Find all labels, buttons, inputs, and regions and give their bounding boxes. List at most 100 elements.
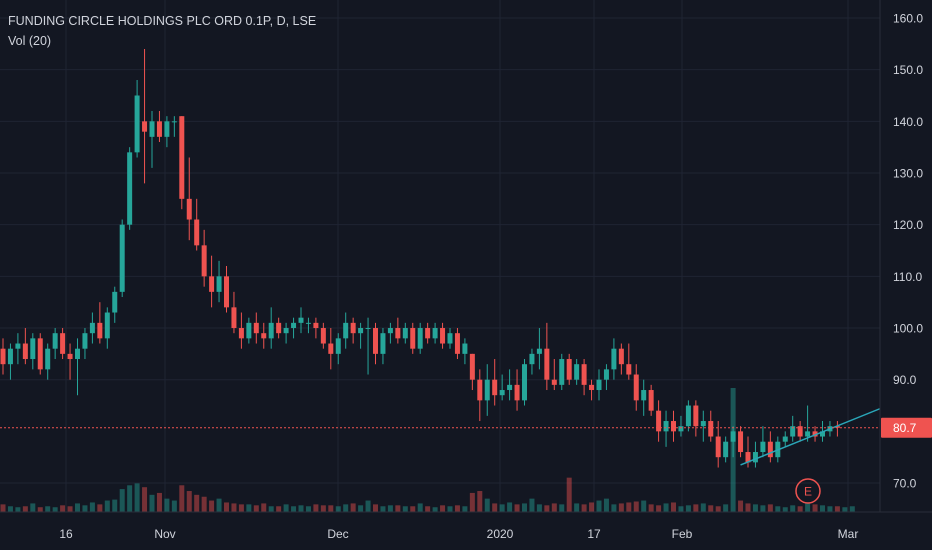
time-axis[interactable]: 16 Nov Dec 2020 17 Feb Mar [59, 527, 858, 541]
candle-body [454, 333, 460, 354]
volume-bar [790, 505, 796, 512]
candle-body [484, 379, 490, 401]
candle-body [656, 410, 662, 432]
y-tick-label: 100.0 [893, 322, 923, 336]
candle-body [127, 152, 133, 225]
volume-bar [410, 506, 416, 512]
volume-bar [171, 500, 177, 512]
candle-body [15, 343, 21, 349]
volume-bar [343, 504, 349, 512]
volume-bar [313, 504, 319, 512]
candle-body [447, 333, 453, 344]
volume-bar [536, 504, 542, 512]
candle-body [507, 384, 513, 391]
x-tick-label: 2020 [487, 527, 514, 541]
volume-bar [373, 504, 378, 512]
candle-body [738, 431, 744, 453]
volume-bar [97, 504, 103, 512]
volume-bar [380, 506, 386, 512]
candle-body [201, 245, 207, 277]
volume-bar [589, 502, 595, 512]
volume-bar [127, 485, 133, 512]
price-axis[interactable]: 160.0 150.0 140.0 130.0 120.0 110.0 100.0 90.0 7… [893, 12, 923, 491]
candle-body [432, 328, 438, 339]
earnings-event-label: E [804, 485, 812, 499]
candle-body [387, 328, 393, 334]
volume-bar [559, 504, 565, 512]
candle-body [276, 322, 282, 334]
candle-body [45, 348, 51, 370]
volume-bar [514, 504, 520, 512]
volume-bar [216, 498, 222, 512]
last-price-badge: 80.7 [881, 417, 932, 438]
volume-bar [812, 504, 818, 512]
candle-body [745, 452, 751, 463]
candle-body [678, 426, 684, 432]
candle-body [112, 291, 118, 313]
volume-bar [760, 505, 766, 512]
volume-bar [231, 503, 237, 512]
candle-body [529, 353, 535, 365]
candle-body [149, 121, 155, 137]
volume-bar [52, 507, 58, 512]
volume-bar [15, 507, 21, 512]
candle-body [60, 333, 66, 354]
candle-body [82, 333, 88, 349]
volume-indicator-label[interactable]: Vol (20) [8, 34, 52, 48]
volume-bar [82, 505, 88, 512]
candle-body [119, 224, 125, 292]
candle-body [216, 276, 222, 292]
volume-bar [395, 505, 401, 512]
volume-bar [700, 503, 706, 512]
volume-bar [767, 504, 773, 512]
volume-bar [350, 503, 356, 512]
candle-body [648, 390, 654, 411]
volume-bar [477, 491, 483, 512]
volume-bar [291, 506, 297, 512]
symbol-title[interactable]: FUNDING CIRCLE HOLDINGS PLC ORD 0.1P, D,… [8, 14, 317, 28]
x-tick-label: Dec [327, 527, 348, 541]
candle-body [261, 333, 267, 339]
candle-body [462, 343, 468, 354]
grid-lines [0, 0, 880, 512]
candle-body [380, 333, 386, 354]
candle-body [328, 343, 334, 354]
candle-body [7, 348, 13, 365]
volume-bar [335, 506, 341, 512]
candle-body [142, 121, 148, 132]
volume-bar [209, 500, 215, 512]
volume-bar [7, 506, 13, 512]
candle-body [440, 328, 446, 344]
last-price-value: 80.7 [893, 421, 917, 435]
volume-bar [358, 505, 364, 512]
volume-bar [499, 504, 505, 512]
candle-body [343, 322, 349, 339]
candle-body [134, 95, 140, 153]
candle-body [89, 322, 95, 334]
volume-bar [849, 506, 855, 512]
candle-body [313, 322, 319, 329]
volume-bar [134, 483, 140, 512]
candle-body [67, 353, 73, 360]
candle-body [581, 364, 587, 385]
candle-body [566, 359, 572, 380]
volume-bar [611, 504, 617, 512]
volume-bar [268, 506, 274, 512]
volume-bar [827, 506, 833, 512]
volume-bar [402, 506, 408, 512]
candle-body [246, 322, 252, 339]
candle-body [834, 426, 840, 428]
y-tick-label: 90.0 [893, 373, 917, 387]
candle-body [231, 307, 237, 329]
candle-body [752, 452, 758, 463]
volume-bar [671, 502, 676, 512]
candle-body [715, 436, 721, 458]
x-tick-label: Feb [672, 527, 693, 541]
volume-bar [752, 504, 758, 512]
volume-bar [603, 498, 609, 512]
volume-bar [298, 505, 304, 512]
candle-body [551, 379, 557, 385]
candle-body [723, 441, 729, 458]
volume-bar [581, 504, 587, 512]
